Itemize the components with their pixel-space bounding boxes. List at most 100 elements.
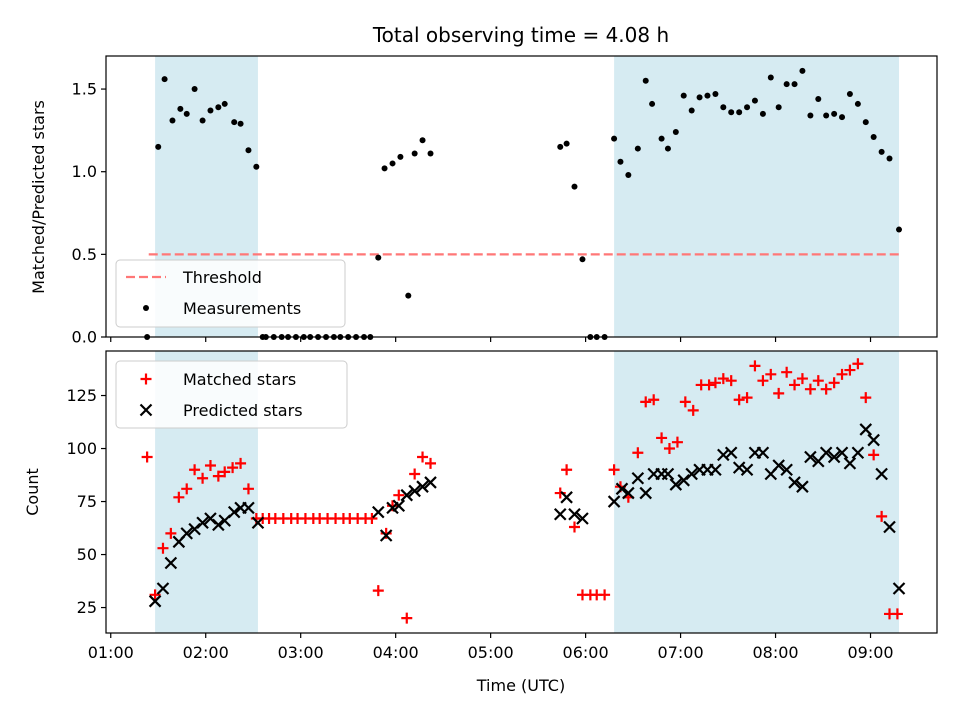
matched-star-point <box>671 436 683 448</box>
measurement-point <box>791 81 798 88</box>
measurement-point <box>177 105 184 112</box>
bottom-y-tick-label: 25 <box>77 598 97 617</box>
predicted-star-point <box>188 522 201 536</box>
predicted-star-point <box>379 529 393 542</box>
bottom-y-axis-label: Count <box>23 468 42 516</box>
predicted-star-point <box>576 512 589 525</box>
top-y-tick-label: 0.0 <box>72 328 97 347</box>
predicted-star-point <box>804 450 817 464</box>
matched-star-point <box>765 368 777 380</box>
predicted-star-point <box>859 423 873 436</box>
bottom-legend: Matched stars Predicted stars <box>115 360 348 429</box>
matched-star-point <box>860 392 872 404</box>
matched-star-point <box>173 491 185 503</box>
predicted-star-point <box>756 446 770 460</box>
measurement-point <box>712 91 719 98</box>
measurement-point <box>720 104 727 111</box>
measurement-point <box>658 135 665 142</box>
measurement-point <box>767 74 774 81</box>
measurement-point <box>751 97 758 104</box>
predicted-star-point <box>717 448 730 462</box>
matched-star-point <box>632 447 644 459</box>
predicted-star-point <box>607 495 621 508</box>
chart-title: Total observing time = 4.08 h <box>372 23 669 47</box>
predicted-star-point <box>251 516 265 530</box>
matched-star-point <box>227 462 239 474</box>
top-y-tick-label: 1.0 <box>72 162 97 181</box>
matched-star-point <box>717 373 729 385</box>
measurement-point <box>878 148 885 155</box>
predicted-star-point <box>883 520 896 534</box>
matched-star-point <box>687 404 699 416</box>
matched-star-point <box>725 375 737 387</box>
x-tick-label: 07:00 <box>658 643 704 662</box>
predicted-star-point <box>560 491 573 504</box>
predicted-star-point <box>827 450 841 464</box>
matched-star-point <box>417 451 429 463</box>
legend-matched-swatch <box>140 373 152 385</box>
matched-star-point <box>679 396 691 408</box>
measurement-point <box>870 133 877 140</box>
bottom-y-tick-label: 100 <box>66 439 97 458</box>
predicted-star-point <box>615 482 629 496</box>
measurement-point <box>664 145 671 152</box>
matched-star-point <box>844 364 856 376</box>
measurement-point <box>571 183 578 190</box>
predicted-star-point <box>709 463 722 477</box>
measurement-point <box>253 163 260 170</box>
measurement-point <box>696 94 703 101</box>
measurement-point <box>846 91 853 98</box>
matched-star-point <box>836 368 848 380</box>
predicted-star-point <box>622 486 635 500</box>
predicted-star-point <box>661 467 675 481</box>
measurement-point <box>207 107 214 114</box>
bottom-y-tick-label: 50 <box>77 545 97 564</box>
measurement-point <box>231 119 238 126</box>
predicted-star-point <box>416 480 429 493</box>
predicted-star-point <box>148 594 162 608</box>
predicted-star-point <box>835 446 849 460</box>
predicted-star-point <box>843 457 857 470</box>
bottom-axes-frame <box>105 350 938 634</box>
legend-predicted-label: Predicted stars <box>183 401 303 420</box>
measurement-point <box>839 114 846 121</box>
measurement-point <box>759 110 766 117</box>
matched-star-point <box>141 451 153 463</box>
measurement-point <box>161 76 168 83</box>
measurement-point <box>579 256 586 263</box>
measurement-point <box>397 153 404 160</box>
measurement-point <box>419 137 426 144</box>
matched-star-point <box>561 464 573 476</box>
legend-matched-label: Matched stars <box>183 370 296 389</box>
predicted-star-point <box>212 518 225 532</box>
predicted-star-point <box>772 459 785 472</box>
predicted-star-point <box>242 501 255 515</box>
top-panel <box>144 56 903 340</box>
matched-star-point <box>554 487 566 499</box>
bottom-observing-span-1 <box>614 351 900 633</box>
measurement-point <box>815 95 822 102</box>
measurement-point <box>862 119 869 126</box>
predicted-star-point <box>639 486 653 500</box>
matched-star-point <box>648 394 660 406</box>
measurement-point <box>823 112 830 119</box>
top-legend-box <box>115 259 346 328</box>
predicted-star-point <box>875 467 888 481</box>
measurement-point <box>563 140 570 147</box>
bottom-y-tick-label: 75 <box>77 492 97 511</box>
matched-star-point <box>656 432 668 444</box>
measurement-point <box>744 104 751 111</box>
matched-star-point <box>640 396 652 408</box>
measurement-point <box>557 143 564 150</box>
predicted-star-point <box>553 507 567 521</box>
measurement-point <box>155 143 162 150</box>
measurement-point <box>886 155 893 162</box>
x-tick-label: 09:00 <box>847 643 893 662</box>
measurement-point <box>728 109 735 116</box>
measurement-point <box>799 67 806 74</box>
predicted-star-point <box>819 446 833 460</box>
legend-threshold-label: Threshold <box>182 268 262 287</box>
matched-star-point <box>709 377 721 389</box>
matched-star-point <box>820 383 832 395</box>
